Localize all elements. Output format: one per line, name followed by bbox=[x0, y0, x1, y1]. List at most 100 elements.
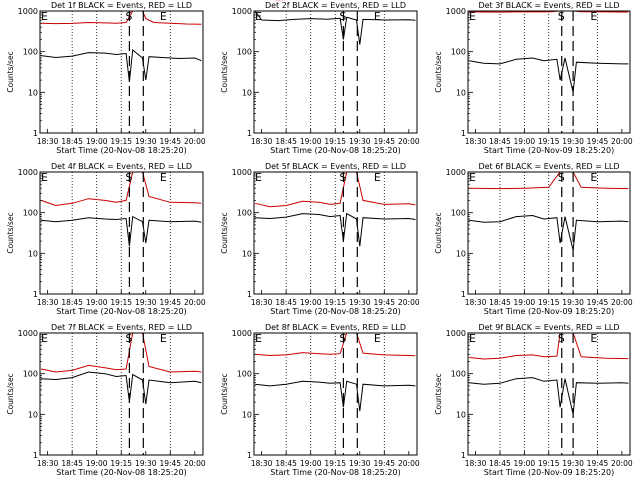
x-tick-label: 20:00 bbox=[398, 137, 420, 146]
x-axis-label: Start Time (20-Nov-08 18:25:20) bbox=[270, 468, 400, 477]
x-tick-label: 19:15 bbox=[324, 298, 346, 307]
y-tick-label: 100 bbox=[451, 209, 466, 218]
event-marker-label: E bbox=[41, 10, 48, 23]
x-tick-label: 19:00 bbox=[300, 459, 322, 468]
x-tick-label: 19:00 bbox=[86, 298, 108, 307]
panel-title: Det 8f BLACK = Events, RED = LLD bbox=[265, 323, 406, 332]
y-axis-label: Counts/sec bbox=[220, 373, 229, 414]
y-tick-label: 1 bbox=[461, 129, 466, 138]
event-marker-label: E bbox=[255, 171, 262, 184]
y-axis-label: Counts/sec bbox=[220, 212, 229, 253]
y-tick-label: 10 bbox=[456, 249, 466, 258]
event-marker-label: E bbox=[469, 10, 476, 23]
events-series-line bbox=[41, 49, 202, 83]
x-tick-label: 19:45 bbox=[587, 298, 609, 307]
x-tick-label: 19:15 bbox=[538, 137, 560, 146]
y-tick-label: 100 bbox=[451, 48, 466, 57]
y-tick-label: 100 bbox=[237, 370, 252, 379]
x-tick-label: 19:15 bbox=[110, 137, 132, 146]
event-marker-label: E bbox=[590, 332, 597, 345]
x-tick-label: 18:30 bbox=[37, 298, 59, 307]
x-tick-label: 19:45 bbox=[159, 298, 181, 307]
panel-title: Det 5f BLACK = Events, RED = LLD bbox=[265, 162, 406, 171]
x-tick-label: 19:00 bbox=[300, 137, 322, 146]
y-tick-label: 1 bbox=[33, 290, 38, 299]
y-tick-label: 1000 bbox=[232, 7, 252, 16]
x-axis-label: Start Time (20-Nov-08 18:25:20) bbox=[56, 146, 186, 155]
panel-title: Det 7f BLACK = Events, RED = LLD bbox=[51, 323, 192, 332]
x-tick-label: 19:30 bbox=[135, 137, 157, 146]
y-tick-label: 10 bbox=[242, 249, 252, 258]
y-axis-label: Counts/sec bbox=[6, 212, 15, 253]
panel-title: Det 9f BLACK = Events, RED = LLD bbox=[478, 323, 619, 332]
events-series-line bbox=[469, 377, 629, 415]
event-marker-label: E bbox=[160, 10, 167, 23]
y-tick-label: 100 bbox=[237, 48, 252, 57]
y-axis-label: Counts/sec bbox=[6, 373, 15, 414]
event-marker-label: S bbox=[125, 10, 132, 23]
event-marker-label: S bbox=[558, 10, 565, 23]
event-marker-label: S bbox=[125, 332, 132, 345]
x-tick-label: 19:15 bbox=[538, 459, 560, 468]
events-series-line bbox=[254, 10, 416, 45]
x-tick-label: 19:30 bbox=[349, 298, 371, 307]
panel-title: Det 6f BLACK = Events, RED = LLD bbox=[478, 162, 619, 171]
x-tick-label: 18:45 bbox=[61, 459, 83, 468]
x-tick-label: 18:30 bbox=[251, 459, 273, 468]
event-marker-label: E bbox=[160, 332, 167, 345]
x-tick-label: 20:00 bbox=[184, 298, 206, 307]
event-marker-label: E bbox=[255, 332, 262, 345]
x-tick-label: 19:00 bbox=[514, 459, 536, 468]
x-tick-label: 19:00 bbox=[86, 459, 108, 468]
x-tick-label: 18:45 bbox=[489, 137, 511, 146]
x-tick-label: 19:30 bbox=[562, 459, 584, 468]
y-axis-label: Counts/sec bbox=[434, 373, 443, 414]
x-tick-label: 20:00 bbox=[611, 459, 633, 468]
y-tick-label: 10 bbox=[28, 88, 38, 97]
x-tick-label: 18:45 bbox=[275, 298, 297, 307]
x-tick-label: 19:45 bbox=[373, 459, 395, 468]
x-tick-label: 19:15 bbox=[324, 137, 346, 146]
y-tick-label: 100 bbox=[237, 209, 252, 218]
x-tick-label: 18:30 bbox=[251, 137, 273, 146]
event-marker-label: S bbox=[558, 171, 565, 184]
x-tick-label: 19:30 bbox=[135, 459, 157, 468]
x-axis-label: Start Time (20-Nov-08 18:25:20) bbox=[56, 307, 186, 316]
y-tick-label: 100 bbox=[451, 370, 466, 379]
event-marker-label: E bbox=[374, 332, 381, 345]
panel-title: Det 2f BLACK = Events, RED = LLD bbox=[265, 1, 406, 10]
events-series-line bbox=[41, 215, 202, 247]
x-tick-label: 19:30 bbox=[349, 137, 371, 146]
lld-series-line bbox=[469, 171, 629, 190]
y-tick-label: 1000 bbox=[18, 329, 38, 338]
x-tick-label: 19:15 bbox=[324, 459, 346, 468]
event-marker-label: S bbox=[339, 10, 346, 23]
y-tick-label: 1000 bbox=[18, 168, 38, 177]
x-tick-label: 18:30 bbox=[37, 459, 59, 468]
event-marker-label: E bbox=[41, 332, 48, 345]
panel-title: Det 1f BLACK = Events, RED = LLD bbox=[51, 1, 192, 10]
x-tick-label: 18:30 bbox=[251, 298, 273, 307]
y-tick-label: 1000 bbox=[446, 168, 466, 177]
events-series-line bbox=[255, 380, 416, 412]
lld-series-line bbox=[41, 332, 202, 373]
y-tick-label: 1000 bbox=[446, 7, 466, 16]
x-tick-label: 18:45 bbox=[489, 459, 511, 468]
x-tick-label: 19:30 bbox=[135, 298, 157, 307]
panel-title: Det 4f BLACK = Events, RED = LLD bbox=[51, 162, 192, 171]
x-tick-label: 19:15 bbox=[110, 298, 132, 307]
x-tick-label: 20:00 bbox=[611, 137, 633, 146]
x-tick-label: 18:30 bbox=[465, 137, 487, 146]
y-tick-label: 1000 bbox=[232, 168, 252, 177]
x-tick-label: 20:00 bbox=[184, 137, 206, 146]
x-tick-label: 20:00 bbox=[611, 298, 633, 307]
x-tick-label: 18:45 bbox=[275, 459, 297, 468]
y-tick-label: 1000 bbox=[446, 329, 466, 338]
x-tick-label: 18:45 bbox=[489, 298, 511, 307]
